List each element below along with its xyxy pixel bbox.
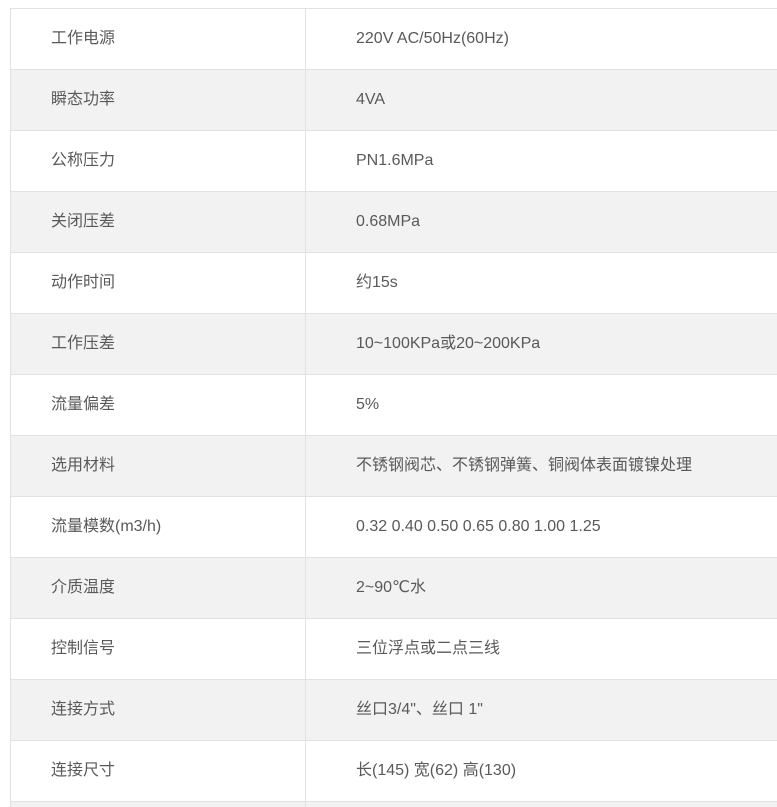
spec-value-empty — [306, 802, 777, 807]
table-row: 控制信号 三位浮点或二点三线 — [10, 618, 777, 680]
spec-value: 长(145) 宽(62) 高(130) — [305, 740, 777, 802]
spec-value: 2~90℃水 — [305, 557, 777, 619]
table-row: 动作时间 约15s — [10, 252, 777, 314]
table-row: 工作电源 220V AC/50Hz(60Hz) — [10, 8, 777, 70]
spec-label: 瞬态功率 — [10, 69, 306, 131]
table-row: 连接方式 丝口3/4"、丝口 1" — [10, 679, 777, 741]
spec-value: 10~100KPa或20~200KPa — [305, 313, 777, 375]
table-row: 流量偏差 5% — [10, 374, 777, 436]
spec-label: 工作压差 — [10, 313, 306, 375]
spec-label: 流量偏差 — [10, 374, 306, 436]
spec-value: 4VA — [305, 69, 777, 131]
table-row: 瞬态功率 4VA — [10, 69, 777, 131]
spec-label: 流量模数(m3/h) — [10, 496, 306, 558]
table-row: 公称压力 PN1.6MPa — [10, 130, 777, 192]
table-row: 流量模数(m3/h) 0.32 0.40 0.50 0.65 0.80 1.00… — [10, 496, 777, 558]
spec-value: 5% — [305, 374, 777, 436]
spec-label: 选用材料 — [10, 435, 306, 497]
spec-label: 连接方式 — [10, 679, 306, 741]
spec-value: 0.68MPa — [305, 191, 777, 253]
spec-value: 不锈钢阀芯、不锈钢弹簧、铜阀体表面镀镍处理 — [305, 435, 777, 497]
spec-label-empty — [10, 801, 306, 807]
table-row: 连接尺寸 长(145) 宽(62) 高(130) — [10, 740, 777, 802]
spec-label: 连接尺寸 — [10, 740, 306, 802]
spec-value: 丝口3/4"、丝口 1" — [305, 679, 777, 741]
spec-value: PN1.6MPa — [305, 130, 777, 192]
spec-label: 介质温度 — [10, 557, 306, 619]
spec-label: 关闭压差 — [10, 191, 306, 253]
spec-label: 控制信号 — [10, 618, 306, 680]
spec-label: 动作时间 — [10, 252, 306, 314]
table-row: 介质温度 2~90℃水 — [10, 557, 777, 619]
spec-label: 公称压力 — [10, 130, 306, 192]
table-row-partial — [10, 801, 777, 807]
spec-value: 0.32 0.40 0.50 0.65 0.80 1.00 1.25 — [305, 496, 777, 558]
spec-value: 三位浮点或二点三线 — [305, 618, 777, 680]
table-row: 选用材料 不锈钢阀芯、不锈钢弹簧、铜阀体表面镀镍处理 — [10, 435, 777, 497]
spec-label: 工作电源 — [10, 8, 306, 70]
spec-value: 约15s — [305, 252, 777, 314]
table-row: 关闭压差 0.68MPa — [10, 191, 777, 253]
spec-value: 220V AC/50Hz(60Hz) — [305, 8, 777, 70]
table-row: 工作压差 10~100KPa或20~200KPa — [10, 313, 777, 375]
spec-table: 工作电源 220V AC/50Hz(60Hz) 瞬态功率 4VA 公称压力 PN… — [10, 8, 777, 807]
